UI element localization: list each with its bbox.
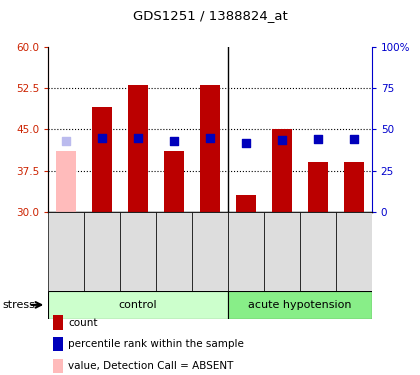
Point bbox=[99, 135, 105, 141]
Text: GDS1251 / 1388824_at: GDS1251 / 1388824_at bbox=[133, 9, 287, 22]
Bar bbox=[128, 86, 148, 212]
Point bbox=[171, 138, 177, 144]
Bar bbox=[336, 212, 372, 291]
Point bbox=[63, 138, 70, 144]
Bar bbox=[272, 129, 292, 212]
Bar bbox=[48, 291, 228, 319]
Text: count: count bbox=[68, 318, 97, 327]
Text: control: control bbox=[119, 300, 158, 310]
Bar bbox=[92, 107, 112, 212]
Point bbox=[315, 136, 321, 142]
Text: percentile rank within the sample: percentile rank within the sample bbox=[68, 339, 244, 349]
Bar bbox=[300, 212, 336, 291]
Bar bbox=[308, 162, 328, 212]
Bar bbox=[48, 212, 84, 291]
Bar bbox=[84, 212, 120, 291]
Text: stress: stress bbox=[2, 300, 35, 310]
Bar bbox=[228, 291, 372, 319]
Bar bbox=[236, 195, 256, 212]
Bar bbox=[344, 162, 364, 212]
Point bbox=[207, 135, 213, 141]
Bar bbox=[228, 212, 264, 291]
Bar bbox=[120, 212, 156, 291]
Bar bbox=[192, 212, 228, 291]
Bar bbox=[164, 152, 184, 212]
Text: acute hypotension: acute hypotension bbox=[248, 300, 352, 310]
Bar bbox=[56, 152, 76, 212]
Point bbox=[135, 135, 142, 141]
Text: value, Detection Call = ABSENT: value, Detection Call = ABSENT bbox=[68, 361, 234, 371]
Point bbox=[278, 137, 285, 143]
Bar bbox=[264, 212, 300, 291]
Bar bbox=[200, 86, 220, 212]
Point bbox=[350, 136, 357, 142]
Point bbox=[243, 140, 249, 146]
Bar bbox=[156, 212, 192, 291]
